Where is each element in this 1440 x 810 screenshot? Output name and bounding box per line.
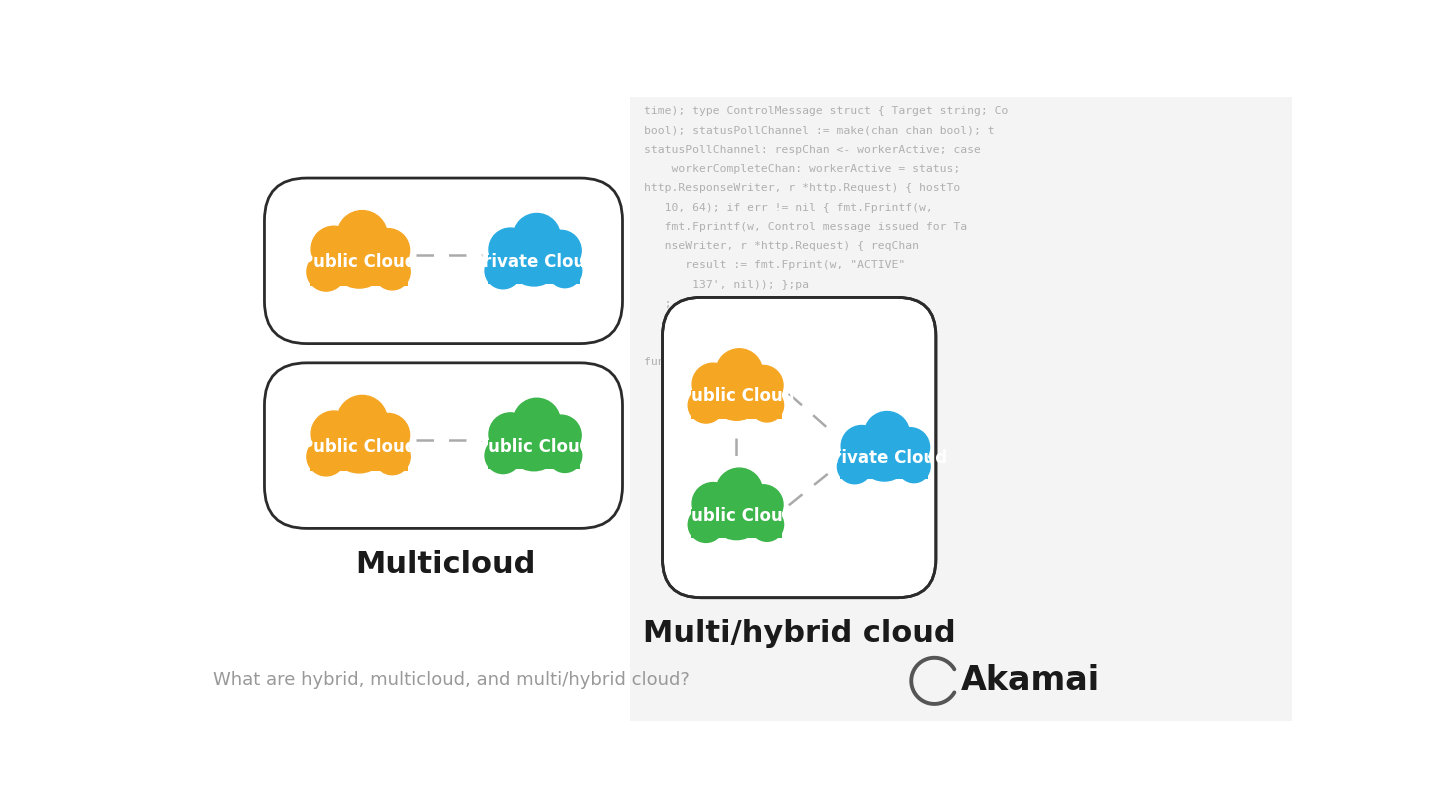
FancyBboxPatch shape <box>691 390 782 419</box>
Circle shape <box>311 411 357 457</box>
Circle shape <box>743 365 783 405</box>
Text: func admin(u: func admin(u <box>644 356 727 367</box>
Text: 137', nil)); };pa: 137', nil)); };pa <box>644 279 809 290</box>
Circle shape <box>540 415 582 455</box>
Text: time); type ControlMessage struct { Target string; Co: time); type ControlMessage struct { Targ… <box>644 106 1008 117</box>
Text: Multicloud: Multicloud <box>356 550 536 579</box>
Circle shape <box>857 427 912 481</box>
FancyBboxPatch shape <box>488 440 580 469</box>
Circle shape <box>330 413 389 473</box>
Text: reqChan: reqChan <box>644 433 740 444</box>
Circle shape <box>505 230 562 286</box>
Text: Issues for Ta: Issues for Ta <box>644 415 755 424</box>
Text: Public Cloud: Public Cloud <box>678 507 795 525</box>
Circle shape <box>374 439 410 475</box>
Circle shape <box>337 211 387 261</box>
Text: Akamai: Akamai <box>962 664 1100 697</box>
Text: hostToken: hostToken <box>644 376 727 386</box>
Text: workerCompleteChan: workerActive = status;: workerCompleteChan: workerActive = statu… <box>644 164 960 174</box>
Circle shape <box>490 413 531 455</box>
FancyBboxPatch shape <box>488 255 580 284</box>
Text: 10, 64); if err != nil { fmt.Fprintf(w,: 10, 64); if err != nil { fmt.Fprintf(w, <box>644 202 933 213</box>
FancyBboxPatch shape <box>310 440 409 471</box>
Circle shape <box>716 468 763 514</box>
Circle shape <box>838 450 871 484</box>
Circle shape <box>708 484 765 539</box>
Circle shape <box>743 484 783 525</box>
Text: Multi/hybrid cloud: Multi/hybrid cloud <box>644 620 956 648</box>
Circle shape <box>891 428 930 467</box>
Text: fmt.Fprintf(w, Control message issued for Ta: fmt.Fprintf(w, Control message issued fo… <box>644 222 968 232</box>
Circle shape <box>841 425 883 467</box>
Text: Public Cloud: Public Cloud <box>678 387 795 406</box>
Text: nseWriter, r *http.Request) { reqChan: nseWriter, r *http.Request) { reqChan <box>644 241 919 251</box>
Text: result := fmt.Fprint(w, "ACTIVE": result := fmt.Fprint(w, "ACTIVE" <box>644 261 906 271</box>
Circle shape <box>750 508 783 541</box>
Text: Hybrid cloud: Hybrid cloud <box>337 365 554 394</box>
Text: ; string.Count(64); }; func ma: ; string.Count(64); }; func ma <box>644 299 871 309</box>
Circle shape <box>688 387 724 423</box>
Text: statusPollChannel: respChan <- workerActive; case: statusPollChannel: respChan <- workerAct… <box>644 145 981 155</box>
Circle shape <box>549 254 582 288</box>
Circle shape <box>485 437 521 474</box>
Circle shape <box>366 228 409 272</box>
Circle shape <box>307 437 346 476</box>
Text: bool); statusPollChannel := make(chan chan bool); t: bool); statusPollChannel := make(chan ch… <box>644 126 995 136</box>
FancyBboxPatch shape <box>631 97 1293 721</box>
Circle shape <box>513 214 560 261</box>
FancyBboxPatch shape <box>840 451 929 480</box>
Circle shape <box>549 439 582 472</box>
Circle shape <box>688 507 724 543</box>
Text: Public Cloud: Public Cloud <box>477 437 592 455</box>
Text: use msg := <-: use msg := <- <box>644 338 755 347</box>
Circle shape <box>716 349 763 395</box>
Text: Private Cloud: Private Cloud <box>821 449 948 467</box>
Circle shape <box>337 395 387 446</box>
Circle shape <box>513 399 560 446</box>
Circle shape <box>307 253 346 291</box>
Circle shape <box>540 230 582 271</box>
Circle shape <box>490 228 531 271</box>
FancyBboxPatch shape <box>691 509 782 538</box>
Circle shape <box>864 411 910 457</box>
Circle shape <box>311 226 357 272</box>
Circle shape <box>366 413 409 457</box>
FancyBboxPatch shape <box>662 297 936 598</box>
Circle shape <box>750 389 783 422</box>
Text: Private Cloud: Private Cloud <box>471 253 598 271</box>
Circle shape <box>897 450 930 483</box>
Circle shape <box>708 364 765 420</box>
Circle shape <box>693 363 734 405</box>
Circle shape <box>330 228 389 288</box>
FancyBboxPatch shape <box>265 363 622 528</box>
Text: Public Cloud: Public Cloud <box>301 438 418 456</box>
FancyBboxPatch shape <box>265 178 622 343</box>
FancyBboxPatch shape <box>310 255 409 286</box>
Text: http.ResponseWriter, r *http.Request) { hostTo: http.ResponseWriter, r *http.Request) { … <box>644 183 960 194</box>
Text: Public Cloud: Public Cloud <box>301 254 418 271</box>
Circle shape <box>505 415 562 471</box>
Circle shape <box>693 483 734 525</box>
Text: What are hybrid, multicloud, and multi/hybrid cloud?: What are hybrid, multicloud, and multi/h… <box>213 671 690 688</box>
Circle shape <box>374 254 410 290</box>
Circle shape <box>485 253 521 289</box>
Text: }); workerAct: }); workerAct <box>644 318 755 328</box>
Text: fmt.Fprintf(w,: fmt.Fprintf(w, <box>644 395 760 405</box>
